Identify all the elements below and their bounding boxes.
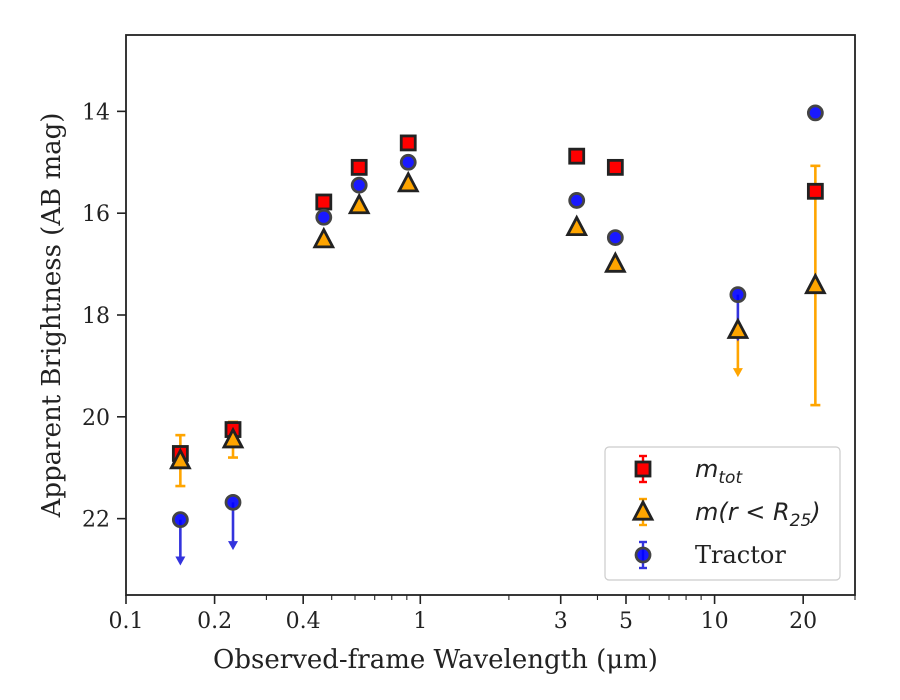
series-1-point-0-marker bbox=[169, 447, 192, 470]
legend-label-2: Tractor bbox=[695, 541, 786, 569]
x-axis-label: Observed-frame Wavelength (μm) bbox=[213, 645, 658, 675]
x-tick-label: 0.4 bbox=[286, 609, 321, 634]
plot-frame bbox=[125, 34, 856, 596]
series-1-point-3-marker bbox=[347, 192, 371, 215]
series-0-point-5-marker bbox=[568, 147, 586, 165]
series-1-point-6-marker bbox=[604, 251, 627, 273]
y-tick-label: 18 bbox=[82, 304, 110, 329]
x-tick-label: 5 bbox=[619, 609, 633, 634]
x-tick-label: 0.1 bbox=[109, 609, 144, 634]
series-1-point-4-marker bbox=[396, 170, 420, 193]
series-2-point-7-marker bbox=[729, 286, 747, 304]
y-tick-label: 16 bbox=[82, 202, 110, 227]
series-2-point-4-marker bbox=[399, 153, 417, 171]
series-1-point-7-upper-limit-head bbox=[732, 368, 743, 378]
y-tick-label: 20 bbox=[82, 406, 110, 431]
y-tick-label: 14 bbox=[82, 100, 110, 125]
series-2-point-3-marker bbox=[350, 176, 368, 194]
legend-box bbox=[604, 446, 841, 581]
legend-marker-0 bbox=[634, 460, 652, 478]
legend-marker-2 bbox=[634, 546, 652, 564]
x-tick-label: 3 bbox=[554, 609, 568, 634]
series-2-point-1-upper-limit-head bbox=[228, 541, 239, 551]
series-0-point-4-marker bbox=[399, 134, 417, 152]
series-2-point-0-upper-limit-head bbox=[175, 556, 186, 566]
y-tick-label: 22 bbox=[82, 508, 110, 533]
legend-marker-1 bbox=[631, 499, 655, 521]
series-0-point-2-marker bbox=[315, 193, 333, 211]
y-axis-label: Apparent Brightness (AB mag) bbox=[37, 113, 67, 519]
x-tick-label: 0.2 bbox=[197, 609, 232, 634]
legend-label-0: mtot bbox=[695, 455, 743, 488]
legend-label-1: m(r < R25) bbox=[695, 498, 821, 531]
series-1-point-8-marker bbox=[804, 272, 827, 295]
series-2-point-2-marker bbox=[315, 208, 333, 226]
series-2-point-8-marker bbox=[806, 104, 824, 122]
series-2-point-6-marker bbox=[606, 229, 624, 247]
x-tick-label: 1 bbox=[413, 609, 427, 634]
series-0-point-3-marker bbox=[350, 158, 368, 176]
x-tick-label: 20 bbox=[789, 609, 817, 634]
series-2-point-1-marker bbox=[224, 493, 242, 511]
series-2-point-0-marker bbox=[171, 511, 189, 529]
series-1-point-5-marker bbox=[565, 214, 589, 237]
series-1-point-1-marker bbox=[221, 426, 245, 449]
series-2-point-5-marker bbox=[568, 192, 586, 209]
series-1-point-2-marker bbox=[312, 226, 336, 249]
x-tick-label: 10 bbox=[701, 609, 729, 634]
series-0-point-7-marker bbox=[806, 182, 824, 200]
series-0-point-6-marker bbox=[606, 158, 624, 176]
series-1-point-7-marker bbox=[726, 317, 750, 339]
